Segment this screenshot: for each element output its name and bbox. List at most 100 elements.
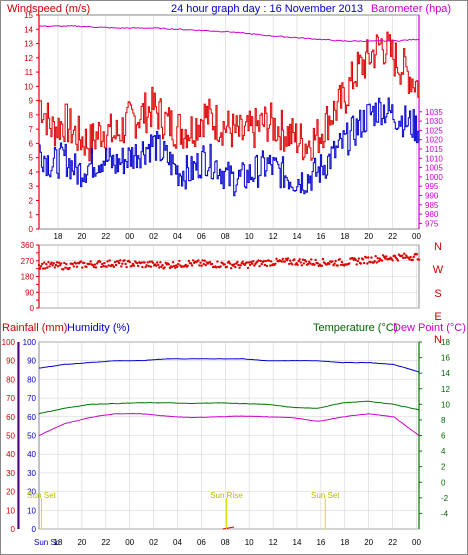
direction-point	[119, 259, 122, 262]
direction-point	[75, 265, 79, 268]
direction-point	[265, 264, 269, 268]
direction-point	[301, 258, 305, 261]
humidity-y-tick-label: 10	[27, 506, 36, 515]
barometer-axis-title: Barometer (hpa)	[371, 3, 451, 15]
direction-point	[237, 263, 240, 267]
direction-point	[334, 259, 337, 263]
rain-y-tick-label: 0	[11, 525, 16, 534]
compass-label: E	[434, 311, 441, 323]
direction-point	[108, 259, 111, 262]
rainfall-line	[222, 526, 235, 530]
direction-point	[241, 260, 244, 263]
direction-point	[313, 263, 316, 266]
direction-point	[204, 263, 207, 267]
direction-point	[128, 260, 131, 264]
wind-y-tick-label: 7	[29, 125, 34, 134]
humidity-y-tick-label: 70	[27, 394, 36, 403]
direction-point	[400, 254, 404, 257]
direction-point	[283, 260, 287, 263]
wind-y-tick-label: 8	[29, 111, 34, 120]
direction-point	[298, 258, 301, 261]
wind-y-tick-label: 3	[29, 182, 34, 191]
direction-point	[187, 259, 191, 263]
wind-x-tick-label: 08	[221, 232, 230, 241]
rain-y-tick-label: 10	[6, 506, 15, 515]
direction-point	[158, 266, 161, 269]
temp-y-tick-label: 6	[441, 432, 446, 441]
rain-y-tick-label: 100	[2, 338, 16, 347]
direction-point	[409, 255, 412, 259]
direction-point	[299, 261, 302, 264]
temp-y-tick-label: 0	[441, 478, 446, 487]
direction-y-tick-label: 180	[21, 273, 35, 282]
direction-point	[121, 262, 124, 265]
direction-point	[308, 260, 311, 263]
sun-event-label: Sun Set	[311, 491, 340, 500]
direction-point	[359, 262, 363, 265]
direction-point	[146, 261, 149, 264]
humidity-y-tick-label: 60	[27, 413, 36, 422]
wind-y-tick-label: 2	[29, 196, 34, 205]
direction-point	[234, 265, 237, 269]
direction-point	[262, 259, 265, 263]
direction-point	[170, 265, 174, 269]
lower-x-tick-label: 00	[412, 538, 421, 547]
wind-y-tick-label: 12	[24, 54, 33, 63]
direction-point	[362, 261, 366, 265]
direction-point	[288, 262, 291, 266]
direction-point	[85, 265, 88, 269]
humidity-y-tick-label: 50	[27, 432, 36, 441]
direction-point	[171, 261, 175, 264]
direction-point	[258, 265, 261, 268]
direction-point	[47, 260, 50, 264]
direction-point	[333, 262, 336, 265]
direction-point	[41, 262, 44, 266]
direction-point	[376, 257, 379, 260]
direction-point	[172, 264, 176, 268]
wind-x-tick-label: 04	[173, 232, 182, 241]
direction-point	[267, 259, 271, 262]
direction-point	[199, 261, 202, 264]
direction-point	[44, 267, 47, 270]
direction-point	[380, 259, 384, 262]
direction-point	[369, 260, 372, 264]
humidity-y-tick-label: 0	[32, 525, 37, 534]
direction-point	[293, 258, 296, 261]
direction-point	[114, 263, 118, 267]
direction-point	[412, 255, 415, 259]
direction-point	[176, 265, 179, 268]
direction-point	[100, 265, 103, 269]
direction-point	[54, 263, 58, 267]
direction-point	[227, 260, 231, 263]
lower-x-tick-label: 02	[149, 538, 158, 547]
direction-point	[203, 259, 206, 262]
wind-x-tick-label: 00	[412, 232, 421, 241]
temp-y-tick-label: 8	[441, 416, 446, 425]
direction-point	[285, 259, 289, 262]
direction-point	[124, 262, 127, 266]
direction-point	[52, 262, 55, 265]
direction-point	[64, 266, 67, 269]
wind-y-tick-label: 6	[29, 139, 34, 148]
wind-y-tick-label: 10	[24, 82, 33, 91]
baro-y-tick-label: 980	[425, 210, 439, 219]
humidity-y-tick-label: 100	[23, 338, 37, 347]
direction-point	[366, 262, 369, 265]
direction-point	[286, 257, 290, 260]
direction-point	[274, 262, 277, 265]
direction-point	[300, 264, 303, 267]
direction-point	[233, 263, 236, 266]
direction-point	[92, 265, 96, 269]
direction-point	[208, 261, 212, 264]
rain-y-tick-label: 50	[6, 432, 15, 441]
direction-point	[80, 260, 83, 263]
direction-point	[415, 253, 419, 256]
direction-point	[236, 260, 239, 264]
rainfall-axis-title: Rainfall (mm)	[2, 322, 67, 334]
rain-y-tick-label: 40	[6, 450, 15, 459]
humidity-y-tick-label: 80	[27, 375, 36, 384]
direction-point	[48, 265, 51, 268]
direction-point	[281, 257, 284, 261]
rain-y-tick-label: 20	[6, 488, 15, 497]
